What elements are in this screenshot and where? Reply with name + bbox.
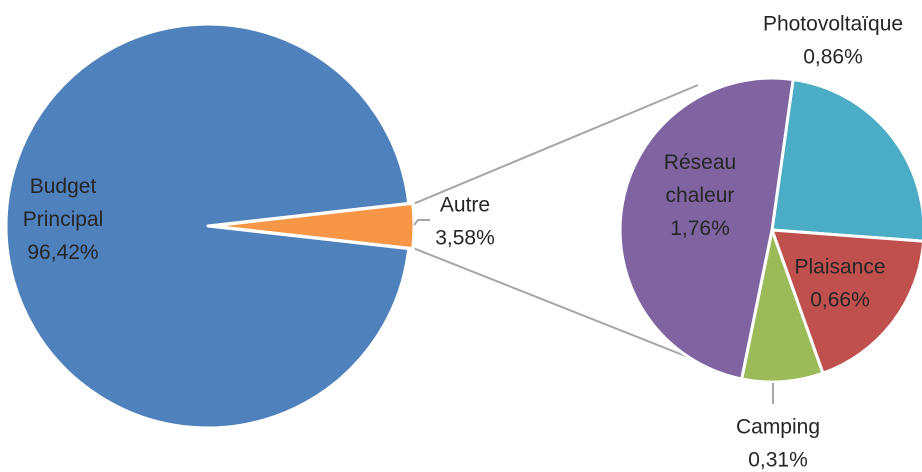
label-photovoltaique: Photovoltaïque 0,86% (763, 13, 903, 69)
autre-slice-group (210, 201, 416, 251)
label-reseau: Réseau chaleur 1,76% (664, 151, 736, 240)
connector-lines (414, 84, 709, 366)
connector-bottom (414, 247, 709, 366)
label-autre: Autre 3,58% (435, 194, 495, 250)
slice-reseau (618, 76, 795, 381)
slice-budget (4, 22, 411, 430)
leader-autre (413, 219, 430, 226)
secondary-pie (618, 76, 922, 384)
main-pie (4, 22, 416, 430)
slice-camping (740, 228, 825, 384)
slice-autre (210, 201, 416, 251)
slice-plaisance (770, 228, 922, 375)
connector-top (414, 84, 699, 205)
label-camping: Camping 0,31% (736, 416, 820, 472)
label-budget-principal: Budget Principal 96,42% (23, 175, 104, 264)
slice-photovoltaique (770, 77, 922, 243)
data-labels: Budget Principal 96,42% Autre 3,58% Photovolt… (23, 13, 903, 472)
label-plaisance: Plaisance 0,66% (794, 256, 885, 312)
